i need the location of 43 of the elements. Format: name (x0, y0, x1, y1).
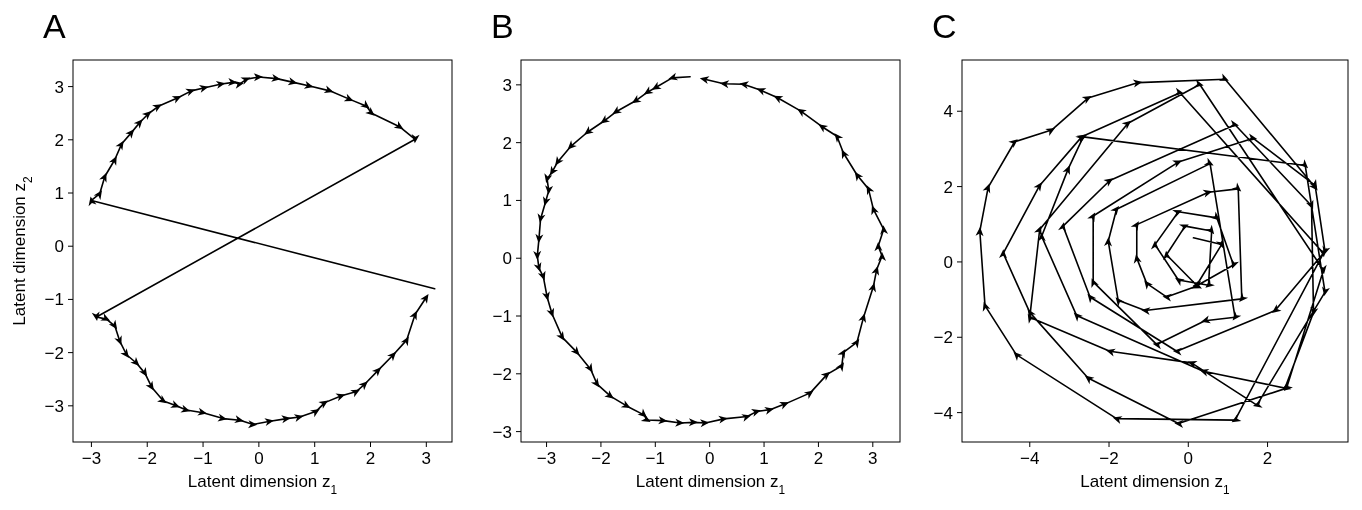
x-tick-label: −1 (645, 449, 665, 468)
x-axis-title: Latent dimension z$_{1}$ (635, 472, 786, 497)
x-tick-label: 2 (365, 449, 376, 468)
x-tick-label: 0 (254, 449, 264, 468)
y-tick-label: −1 (44, 290, 64, 310)
y-tick-label: 1 (54, 183, 64, 203)
x-axis-title: Latent dimension z$_{1}$ (1080, 472, 1231, 497)
y-tick-label: 2 (943, 177, 953, 197)
y-tick-label: −2 (44, 343, 64, 363)
y-tick-label: 0 (502, 249, 512, 269)
y-tick-label: 1 (502, 191, 512, 211)
x-tick-label: −4 (1020, 449, 1040, 468)
y-tick-label: −3 (44, 396, 64, 416)
chart-title: B (491, 7, 514, 45)
x-tick-label: 3 (421, 449, 432, 468)
y-tick-label: 2 (502, 133, 512, 153)
x-tick-label: 3 (868, 449, 878, 468)
x-tick-label: −2 (1099, 449, 1119, 468)
y-tick-label: −4 (933, 403, 953, 423)
chart-title: A (43, 7, 66, 45)
y-tick-label: −2 (492, 364, 512, 384)
y-tick-label: 3 (54, 77, 64, 97)
x-tick-label: 2 (1262, 449, 1273, 468)
x-tick-label: −2 (591, 449, 611, 468)
x-tick-label: 1 (309, 449, 320, 468)
y-tick-label: −1 (492, 306, 512, 326)
x-tick-label: 0 (704, 449, 715, 468)
y-tick-label: −3 (492, 422, 512, 442)
y-tick-label: 2 (54, 130, 64, 150)
x-tick-label: −3 (536, 449, 557, 468)
x-tick-label: 1 (759, 449, 769, 468)
x-tick-label: −1 (193, 449, 213, 468)
x-tick-label: −2 (137, 449, 157, 468)
x-tick-label: 0 (1183, 449, 1194, 468)
chart-title: C (932, 7, 957, 45)
y-tick-label: 0 (943, 252, 953, 272)
y-tick-label: 3 (502, 75, 512, 95)
x-axis-title: Latent dimension z$_{1}$ (187, 472, 338, 497)
x-tick-label: −3 (81, 449, 102, 468)
y-tick-label: 0 (54, 237, 64, 257)
y-tick-label: −2 (933, 328, 953, 348)
y-tick-label: 4 (943, 102, 953, 122)
x-tick-label: 2 (813, 449, 824, 468)
